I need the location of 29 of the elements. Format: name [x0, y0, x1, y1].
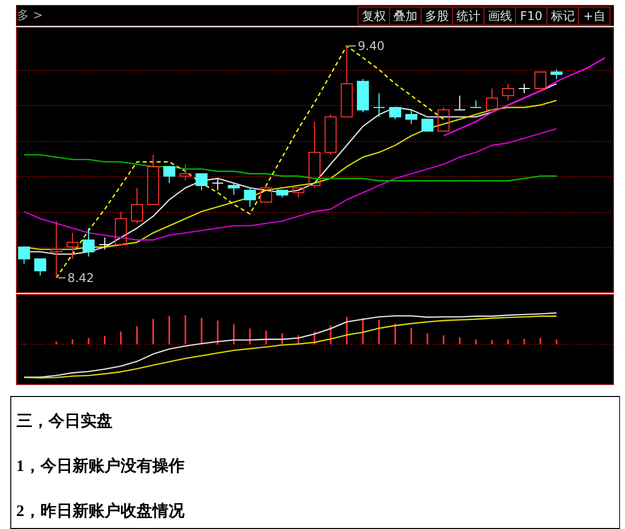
text: 三，今日实盘	[16, 412, 112, 430]
candlestick	[163, 166, 176, 184]
text: +自	[583, 9, 606, 23]
candlestick	[196, 173, 208, 191]
text: 1，今日新账户没有操作	[16, 457, 184, 475]
candlestick	[421, 118, 434, 132]
text: F10	[520, 9, 542, 23]
text: 标记	[550, 9, 575, 23]
candlestick	[114, 211, 127, 246]
candlestick	[66, 232, 78, 260]
candlestick	[34, 258, 46, 276]
candlestick	[179, 164, 192, 182]
candlestick	[292, 187, 304, 198]
text: 画线	[488, 9, 512, 23]
text: 叠加	[393, 9, 418, 23]
text: 多 >	[17, 8, 43, 22]
candlestick	[534, 71, 546, 90]
text: 2，昨日新账户收盘情况	[16, 502, 186, 520]
candlestick	[454, 95, 466, 110]
text: 统计	[456, 9, 480, 23]
candlestick	[373, 92, 386, 118]
annotation: 8.42	[67, 270, 94, 285]
text: 多股	[424, 9, 449, 23]
text: 复权	[362, 9, 386, 23]
candlestick	[98, 237, 111, 250]
candlestick	[486, 88, 498, 110]
annotation: 9.40	[358, 38, 384, 53]
candlestick	[147, 154, 160, 205]
candlestick	[470, 100, 482, 108]
